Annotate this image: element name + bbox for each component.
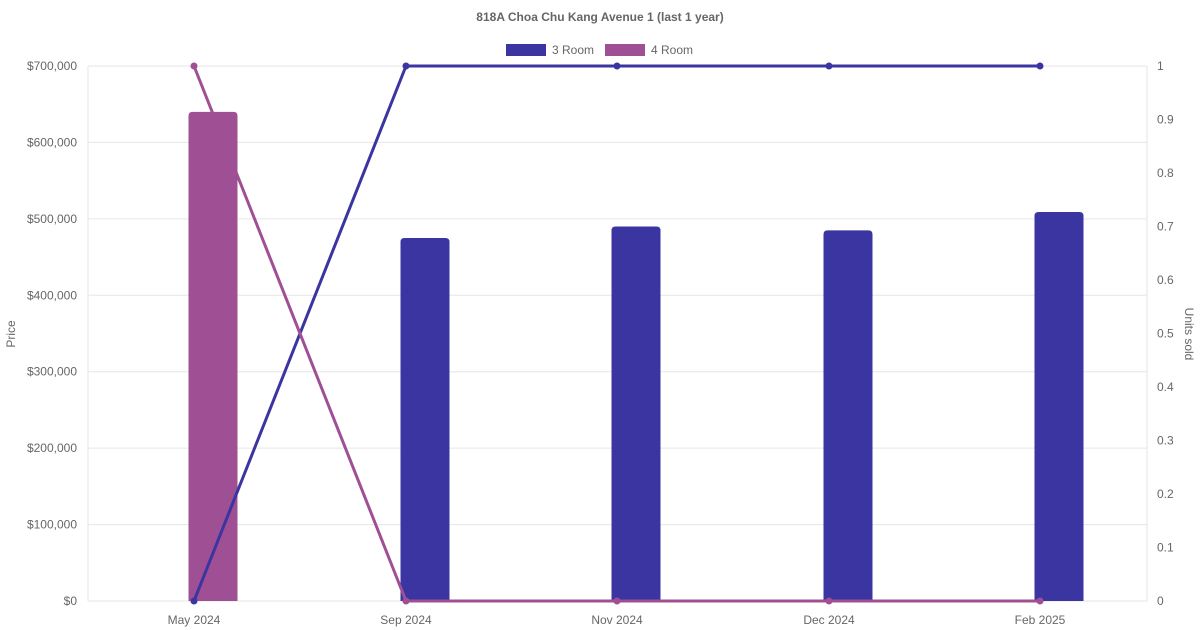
x-tick-label: Dec 2024 (803, 613, 855, 627)
legend-item-3-room[interactable]: 3 Room (506, 43, 594, 57)
point-4-room[interactable] (825, 597, 833, 605)
y-tick-label: $300,000 (27, 365, 77, 379)
y2-tick-label: 0.7 (1157, 220, 1174, 234)
bars (188, 111, 1084, 602)
legend-label-3-room: 3 Room (552, 43, 594, 57)
point-4-room[interactable] (190, 62, 198, 70)
y-axis-title: Price (4, 320, 18, 348)
bar-3-room[interactable] (611, 226, 661, 602)
bar-3-room[interactable] (400, 237, 450, 601)
y-tick-label: $200,000 (27, 441, 77, 455)
y2-tick-label: 0.9 (1157, 113, 1174, 127)
point-4-room[interactable] (402, 597, 410, 605)
y2-tick-label: 0.6 (1157, 273, 1174, 287)
legend-swatch-3-room (506, 44, 546, 56)
y-tick-label: $100,000 (27, 518, 77, 532)
legend-item-4-room[interactable]: 4 Room (605, 43, 693, 57)
point-3-room[interactable] (613, 62, 621, 70)
y2-tick-label: 0.8 (1157, 166, 1174, 180)
y-tick-label: $700,000 (27, 59, 77, 73)
x-tick-label: May 2024 (168, 613, 221, 627)
legend-label-4-room: 4 Room (651, 43, 693, 57)
y-tick-label: $600,000 (27, 135, 77, 149)
point-3-room[interactable] (190, 597, 198, 605)
y-axis-ticks: $0 $100,000 $200,000 $300,000 $400,000 $500,0… (27, 59, 77, 608)
y2-tick-label: 0.4 (1157, 380, 1174, 394)
y-tick-label: $500,000 (27, 212, 77, 226)
legend-swatch-4-room (605, 44, 645, 56)
y2-tick-label: 0 (1157, 594, 1164, 608)
legend: 3 Room 4 Room (506, 43, 693, 57)
y2-axis-ticks: 0 0.1 0.2 0.3 0.4 0.5 0.6 0.7 0.8 0.9 1 (1157, 59, 1174, 608)
x-axis-ticks: May 2024 Sep 2024 Nov 2024 Dec 2024 Feb 2025 (168, 613, 1066, 627)
x-tick-label: Nov 2024 (591, 613, 643, 627)
chart-title: 818A Choa Chu Kang Avenue 1 (last 1 year… (476, 10, 723, 24)
y2-tick-label: 0.3 (1157, 434, 1174, 448)
y2-tick-label: 0.1 (1157, 541, 1174, 555)
y2-axis-title: Units sold (1182, 308, 1196, 361)
point-4-room[interactable] (1036, 597, 1044, 605)
point-4-room[interactable] (613, 597, 621, 605)
points (190, 62, 1044, 605)
bar-3-room[interactable] (1034, 211, 1084, 601)
y-tick-label: $400,000 (27, 288, 77, 302)
y2-tick-label: 0.2 (1157, 487, 1174, 501)
y2-tick-label: 0.5 (1157, 327, 1174, 341)
point-3-room[interactable] (1036, 62, 1044, 70)
point-3-room[interactable] (402, 62, 410, 70)
bar-4-room[interactable] (188, 111, 238, 601)
x-tick-label: Feb 2025 (1015, 613, 1066, 627)
y-tick-label: $0 (64, 594, 78, 608)
y2-tick-label: 1 (1157, 59, 1164, 73)
bar-3-room[interactable] (823, 230, 873, 602)
point-3-room[interactable] (825, 62, 833, 70)
x-tick-label: Sep 2024 (380, 613, 432, 627)
